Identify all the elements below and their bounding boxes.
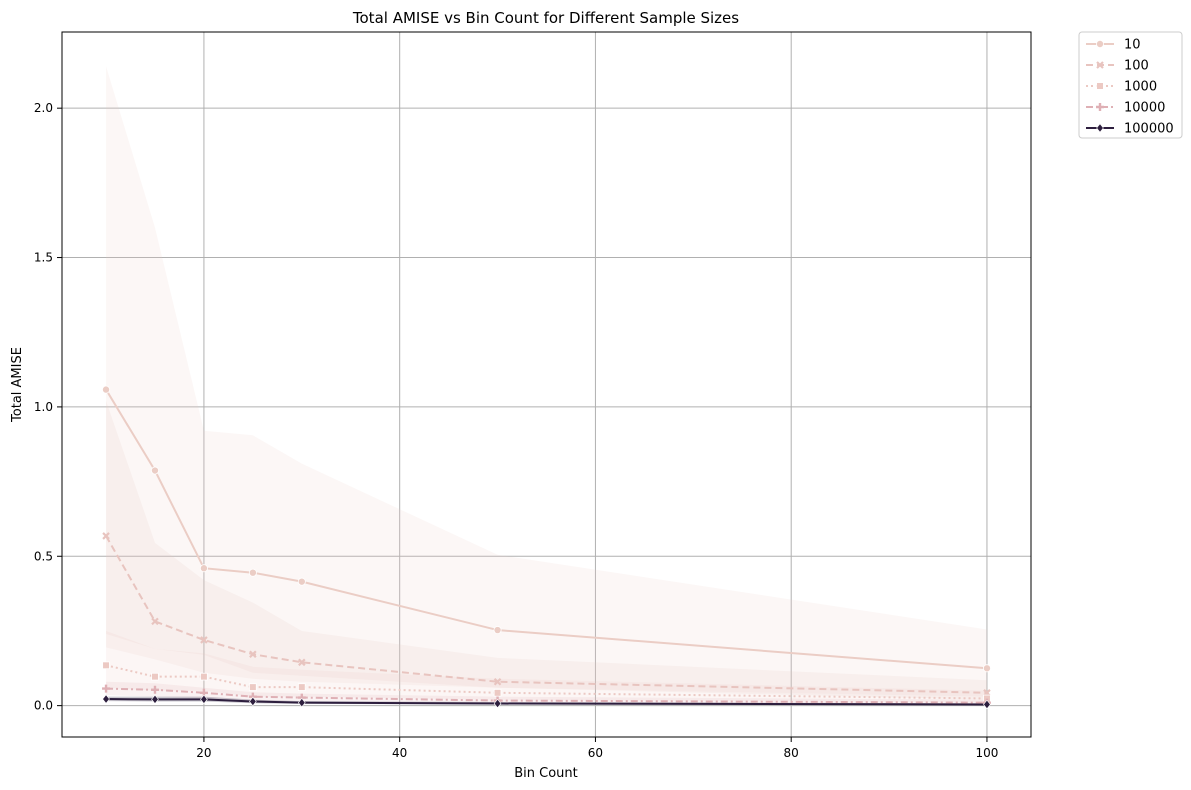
plot-background xyxy=(62,32,1031,737)
data-point-1000 xyxy=(249,683,257,691)
chart-title: Total AMISE vs Bin Count for Different S… xyxy=(352,9,739,27)
data-point-100000 xyxy=(102,694,110,704)
legend-marker-10 xyxy=(1096,40,1105,49)
data-point-100 xyxy=(151,617,159,626)
legend-label-10000: 10000 xyxy=(1124,101,1165,116)
data-point-100000 xyxy=(983,699,991,710)
legend-label-10: 10 xyxy=(1124,38,1141,53)
series-markers xyxy=(102,385,991,710)
data-point-1000 xyxy=(102,661,110,670)
data-point-10 xyxy=(150,466,159,475)
y-tick-label: 1.0 xyxy=(34,400,53,414)
plot-area xyxy=(61,31,1032,738)
ci-band-10 xyxy=(106,66,987,697)
data-point-100 xyxy=(200,636,208,644)
legend-marker-100000 xyxy=(1096,123,1104,133)
data-point-10 xyxy=(102,385,111,394)
x-tick-label: 80 xyxy=(784,746,799,760)
y-tick-label: 0.5 xyxy=(34,549,53,563)
legend-label-100000: 100000 xyxy=(1124,122,1174,137)
data-point-100000 xyxy=(493,698,502,709)
legend-label-100: 100 xyxy=(1124,59,1149,74)
legend-marker-1000 xyxy=(1096,82,1104,90)
data-point-10 xyxy=(982,664,991,673)
data-point-1000 xyxy=(298,683,306,691)
x-tick-label: 40 xyxy=(392,746,407,760)
legend-label-1000: 1000 xyxy=(1124,80,1157,95)
legend-marker-100 xyxy=(1096,61,1104,69)
data-point-100000 xyxy=(200,694,208,705)
data-point-100000 xyxy=(151,694,159,705)
y-axis-ticks: 0.0 0.5 1.0 1.5 2.0 xyxy=(34,101,62,713)
legend-marker-10000 xyxy=(1096,103,1104,111)
legend-frame xyxy=(1078,31,1183,139)
data-point-100 xyxy=(298,658,306,667)
data-point-10 xyxy=(493,626,502,635)
x-tick-label: 20 xyxy=(196,746,211,760)
legend: 10 100 1000 10000 100000 xyxy=(1078,31,1183,139)
grid xyxy=(62,32,1031,737)
x-axis-label: Bin Count xyxy=(514,766,578,781)
data-point-10000 xyxy=(102,684,111,693)
x-axis-ticks: 20 40 60 80 100 xyxy=(196,737,998,760)
data-point-1000 xyxy=(200,672,208,681)
data-point-1000 xyxy=(493,688,502,697)
data-point-100 xyxy=(249,650,257,659)
ci-band-1000 xyxy=(106,630,987,703)
data-point-1000 xyxy=(151,672,159,681)
plot-frame xyxy=(61,31,1032,738)
y-tick-label: 1.5 xyxy=(34,251,53,265)
x-tick-label: 60 xyxy=(588,746,603,760)
data-point-100000 xyxy=(298,697,306,708)
y-tick-label: 0.0 xyxy=(34,699,53,713)
data-point-10 xyxy=(297,577,306,586)
data-point-100000 xyxy=(249,696,257,707)
data-point-10 xyxy=(199,564,208,573)
data-point-100 xyxy=(102,532,110,540)
data-point-100 xyxy=(493,677,502,686)
x-tick-label: 100 xyxy=(976,746,999,760)
y-tick-label: 2.0 xyxy=(34,101,53,115)
data-point-10 xyxy=(248,568,257,577)
y-axis-label: Total AMISE xyxy=(10,347,25,423)
data-point-10000 xyxy=(150,685,159,694)
